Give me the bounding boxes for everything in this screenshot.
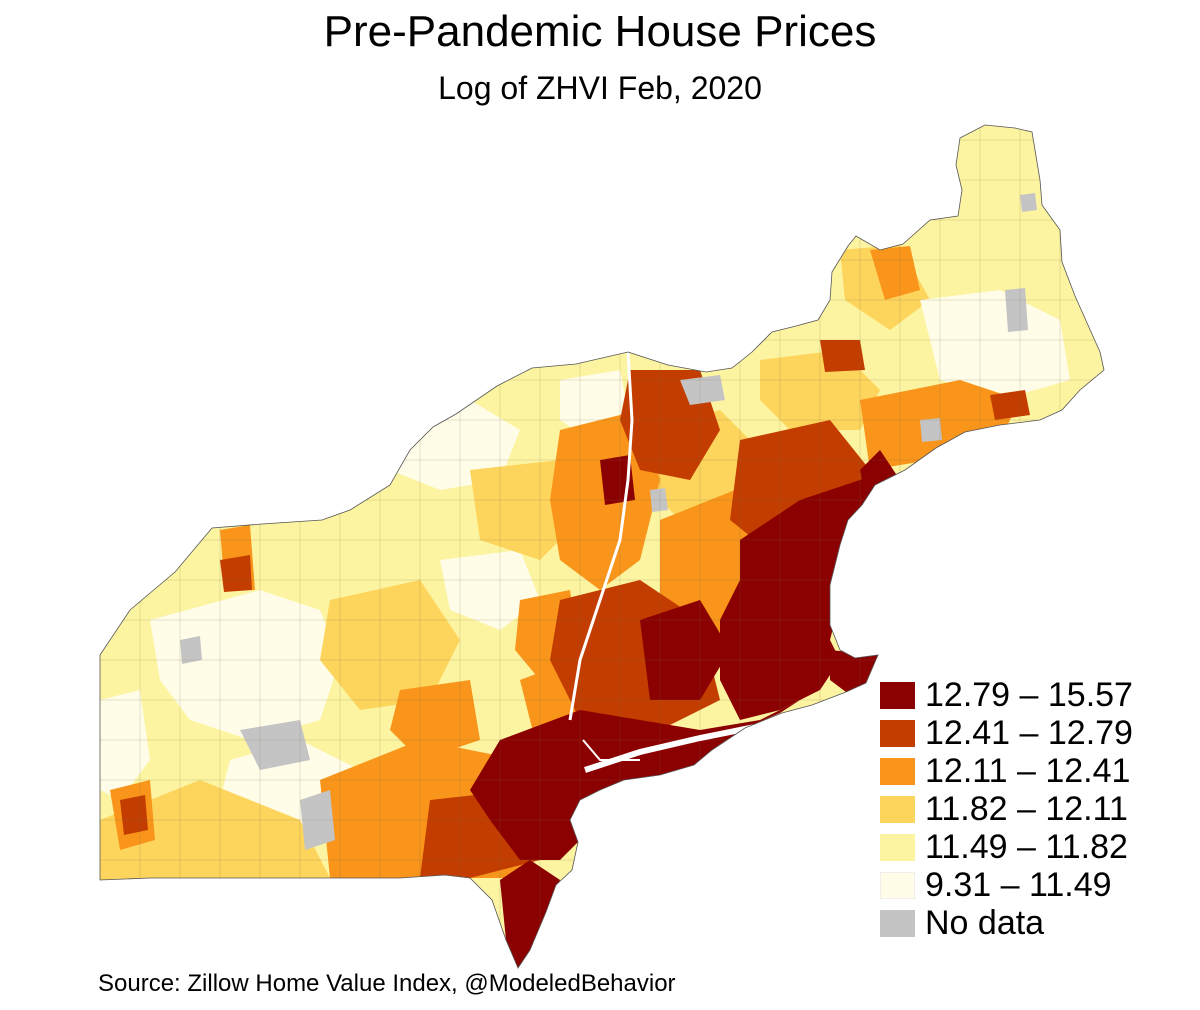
source-caption: Source: Zillow Home Value Index, @Modele… <box>98 970 676 997</box>
legend-label: No data <box>925 904 1045 942</box>
legend-swatch <box>880 719 915 747</box>
legend: 12.79 – 15.57 12.41 – 12.79 12.11 – 12.4… <box>880 676 1133 942</box>
chart-subtitle: Log of ZHVI Feb, 2020 <box>438 70 762 106</box>
legend-label: 11.49 – 11.82 <box>925 828 1128 866</box>
legend-item: No data <box>880 904 1133 942</box>
legend-swatch <box>880 795 915 823</box>
legend-label: 12.79 – 15.57 <box>925 676 1133 714</box>
legend-label: 12.41 – 12.79 <box>925 714 1133 752</box>
chart-title: Pre-Pandemic House Prices <box>323 7 877 56</box>
legend-swatch <box>880 681 915 709</box>
legend-swatch <box>880 757 915 785</box>
legend-swatch <box>880 909 915 937</box>
legend-item: 12.11 – 12.41 <box>880 752 1133 790</box>
legend-label: 11.82 – 12.11 <box>925 790 1128 828</box>
legend-item: 11.82 – 12.11 <box>880 790 1133 828</box>
legend-swatch <box>880 871 915 899</box>
legend-item: 11.49 – 11.82 <box>880 828 1133 866</box>
legend-label: 12.11 – 12.41 <box>925 752 1131 790</box>
legend-item: 9.31 – 11.49 <box>880 866 1133 904</box>
legend-item: 12.41 – 12.79 <box>880 714 1133 752</box>
legend-swatch <box>880 833 915 861</box>
legend-label: 9.31 – 11.49 <box>925 866 1112 904</box>
legend-item: 12.79 – 15.57 <box>880 676 1133 714</box>
